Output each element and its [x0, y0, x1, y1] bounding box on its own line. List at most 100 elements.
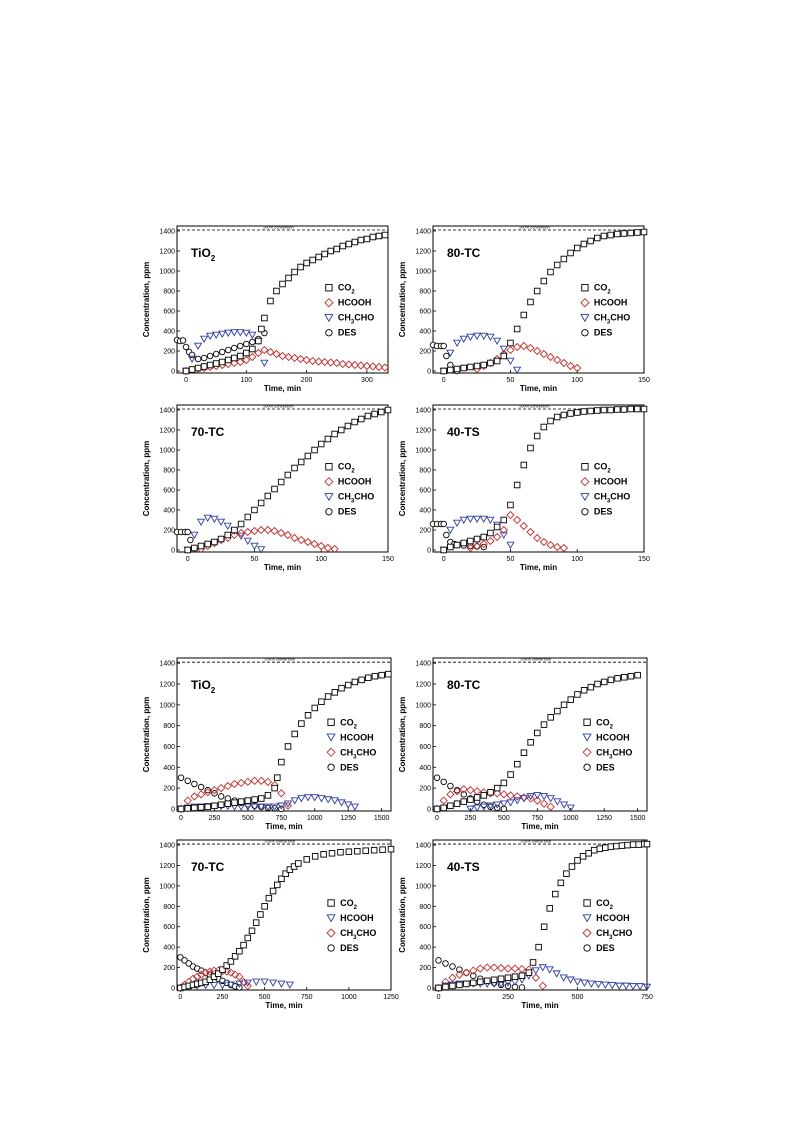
data-point-co2	[362, 847, 369, 854]
data-point-co2	[594, 407, 601, 414]
data-point-co2	[351, 418, 358, 426]
y-tick-label: 1000	[415, 448, 431, 455]
full-conversion-label: 100% conversion	[263, 225, 294, 230]
data-point-co2	[590, 846, 598, 854]
legend-marker-hcooh	[580, 477, 590, 487]
data-point-co2	[364, 412, 372, 420]
data-point-ch3cho	[452, 787, 462, 796]
data-point-hcooh	[226, 981, 236, 989]
y-tick-label: 200	[163, 528, 175, 535]
data-point-co2	[385, 670, 392, 678]
chart-panel: 0 200 400 600 800 1000 1200 1400 0 250 500 750 1000 1…	[142, 657, 392, 831]
legend-label-des: DES	[596, 943, 615, 953]
data-point-ch3cho	[256, 546, 266, 554]
data-point-co2	[297, 263, 304, 271]
data-point-hcooh	[277, 802, 286, 810]
data-point-hcooh	[324, 796, 333, 804]
data-point-co2	[433, 805, 441, 813]
y-tick-label: 600	[163, 488, 175, 495]
y-tick-label: 1200	[159, 682, 175, 689]
plot-frame	[432, 225, 645, 374]
legend-marker-co2	[581, 284, 589, 292]
data-point-hcooh	[553, 355, 562, 365]
data-point-co2	[231, 526, 238, 534]
legend-marker-ch3cho	[582, 747, 592, 757]
data-point-co2	[217, 535, 225, 543]
data-point-hcooh	[519, 341, 528, 351]
data-point-co2	[511, 973, 519, 980]
x-axis-title: Time, min	[264, 384, 301, 393]
x-tick-label: 1250	[596, 815, 612, 822]
y-tick-label: 600	[163, 744, 175, 751]
data-point-co2	[449, 982, 456, 990]
data-point-hcooh	[337, 799, 346, 807]
data-point-hcooh	[302, 355, 311, 365]
y-tick-label: 400	[419, 945, 431, 952]
series-ch3cho	[181, 329, 269, 375]
data-point-ch3cho	[486, 516, 495, 524]
data-point-ch3cho	[250, 776, 259, 785]
data-point-co2	[520, 461, 528, 469]
data-point-hcooh	[290, 353, 299, 363]
plot-frame	[432, 404, 645, 553]
data-point-co2	[274, 881, 281, 889]
legend-marker-des	[581, 329, 589, 337]
data-point-hcooh	[362, 361, 372, 371]
data-point-hcooh	[344, 360, 353, 369]
data-point-co2	[493, 523, 501, 531]
x-tick-label: 100	[571, 556, 583, 563]
data-point-co2	[525, 969, 533, 976]
data-point-ch3cho	[223, 781, 232, 791]
legend-marker-des	[583, 763, 591, 771]
legend-label-hcooh: HCOOH	[596, 732, 630, 742]
data-point-hcooh	[250, 526, 259, 536]
x-axis-title: Time, min	[265, 1001, 302, 1010]
legend-label-ch3cho: CH3CHO	[340, 928, 376, 941]
data-point-co2	[311, 853, 319, 860]
y-tick-label: 800	[419, 289, 431, 296]
legend-label-co2: CO2	[340, 898, 358, 911]
data-point-hcooh	[260, 978, 269, 986]
plot-frame	[176, 839, 392, 991]
data-point-ch3cho	[224, 329, 233, 337]
data-point-co2	[251, 506, 258, 514]
data-point-des	[435, 957, 442, 964]
legend-label-ch3cho: CH3CHO	[596, 747, 632, 760]
data-point-ch3cho	[496, 963, 506, 973]
data-point-hcooh	[622, 982, 631, 990]
data-point-co2	[271, 485, 278, 493]
data-point-ch3cho	[277, 789, 286, 798]
x-tick-label: 500	[498, 815, 510, 822]
data-point-hcooh	[608, 982, 617, 990]
data-point-des	[243, 340, 250, 348]
data-point-hcooh	[479, 803, 488, 811]
x-tick-label: 200	[301, 377, 313, 384]
data-point-co2	[493, 357, 501, 365]
data-point-hcooh	[323, 543, 333, 553]
data-point-co2	[321, 250, 328, 258]
data-point-co2	[328, 850, 336, 857]
x-tick-label: 0	[442, 556, 446, 563]
data-point-co2	[463, 980, 470, 988]
data-point-des	[184, 528, 191, 536]
y-tick-label: 0	[427, 985, 431, 992]
panel-title: 80-TC	[447, 246, 481, 260]
data-point-co2	[337, 848, 344, 856]
data-point-ch3cho	[531, 973, 540, 982]
data-point-co2	[369, 233, 377, 241]
data-point-co2	[264, 792, 272, 799]
data-point-co2	[620, 230, 628, 237]
data-point-ch3cho	[510, 964, 520, 973]
data-point-hcooh	[242, 355, 251, 365]
data-point-co2	[587, 407, 594, 415]
data-point-co2	[204, 540, 211, 548]
data-point-co2	[338, 426, 345, 434]
y-tick-label: 0	[171, 985, 175, 992]
data-point-des	[224, 346, 232, 354]
x-tick-label: 300	[361, 377, 373, 384]
full-conversion-label: 100% conversion	[520, 839, 551, 844]
series-des	[435, 957, 526, 991]
data-point-hcooh	[277, 980, 286, 988]
data-point-co2	[295, 860, 302, 867]
data-point-co2	[327, 247, 334, 255]
